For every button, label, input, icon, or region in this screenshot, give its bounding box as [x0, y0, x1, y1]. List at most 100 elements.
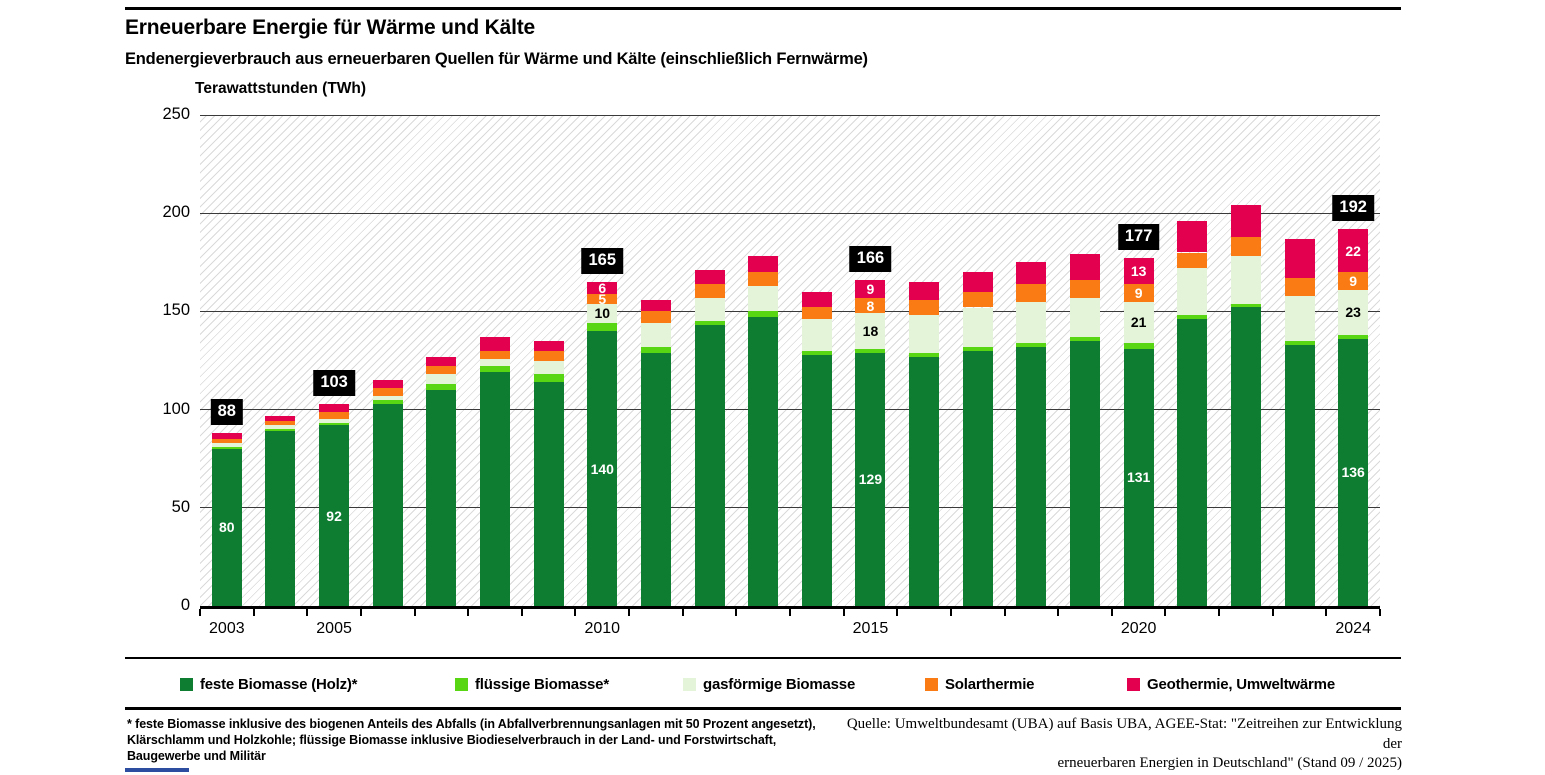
x-tick	[842, 609, 845, 616]
bar-2009-segment-2	[533, 360, 564, 375]
legend-divider-bottom	[125, 707, 1401, 710]
bar-2010-segment-2	[587, 303, 618, 324]
x-tick	[628, 609, 631, 616]
bar-2023-segment-1	[1284, 340, 1315, 345]
bar-2011-segment-1	[640, 346, 671, 353]
bar-2019-segment-0	[1070, 340, 1100, 606]
bar-2016-segment-3	[909, 299, 940, 316]
footnote-line: * feste Biomasse inklusive des biogenen …	[127, 717, 816, 731]
source-line: Quelle: Umweltbundesamt (UBA) auf Basis …	[846, 716, 1402, 752]
bar-2015-segment-3	[855, 297, 886, 314]
segment-label-2015-0: 129	[858, 471, 883, 488]
bar-2012-segment-0	[694, 325, 725, 606]
legend-swatch-fluessige-biomasse-icon	[455, 677, 468, 691]
bar-2018-segment-3	[1016, 283, 1047, 302]
top-divider-line	[125, 7, 1401, 10]
x-tick	[413, 609, 416, 616]
gridline-100	[200, 409, 1380, 411]
x-tick	[1057, 609, 1060, 616]
segment-label-2010-4: 6	[598, 279, 607, 296]
bar-2017-segment-1	[962, 346, 993, 351]
segment-label-2010-0: 140	[590, 460, 614, 477]
bar-2016-segment-0	[909, 356, 940, 606]
x-tick	[1325, 609, 1328, 616]
bar-2004-segment-1	[265, 429, 296, 432]
bar-2024-segment-1	[1338, 334, 1369, 339]
bar-2006-segment-3	[372, 388, 403, 396]
bar-2018-segment-1	[1016, 342, 1047, 347]
x-tick	[520, 609, 523, 616]
gridline-200	[200, 212, 1380, 214]
bar-2006-segment-4	[372, 380, 403, 388]
bar-2022-segment-1	[1230, 303, 1261, 308]
y-tick-label-200: 200	[162, 203, 190, 222]
bar-2010-segment-4	[587, 281, 618, 294]
gridline-50	[200, 507, 1380, 509]
segment-label-2005-0: 92	[326, 507, 342, 524]
x-tick	[252, 609, 255, 616]
bar-2013-segment-0	[748, 317, 779, 606]
y-tick-label-0: 0	[180, 596, 190, 614]
legend-divider-top	[125, 657, 1401, 659]
legend-swatch-solarthermie-icon	[925, 677, 938, 691]
y-axis-title: Terawattstunden (TWh)	[195, 80, 367, 97]
bar-2015-segment-2	[855, 313, 886, 349]
bar-2017-segment-0	[962, 350, 993, 606]
bar-2016-segment-2	[909, 315, 940, 353]
bar-2015-segment-0	[855, 352, 886, 606]
segment-label-2024-3: 9	[1349, 272, 1358, 289]
bar-2012-segment-1	[694, 321, 725, 326]
bar-2008-segment-1	[480, 366, 510, 373]
bar-2014-segment-2	[801, 319, 832, 351]
x-axis-label-2020: 2020	[1120, 620, 1157, 637]
bar-2019-segment-4	[1070, 254, 1100, 280]
y-tick-label-100: 100	[162, 399, 190, 418]
total-label-2020: 177	[1117, 224, 1160, 251]
bar-2022-segment-2	[1230, 256, 1261, 304]
bar-2017-segment-4	[962, 272, 993, 292]
bar-2003-segment-2	[211, 443, 242, 447]
legend-label: gasförmige Biomasse	[703, 675, 856, 693]
x-tick	[789, 609, 791, 616]
bar-2015-segment-1	[855, 348, 886, 353]
bar-2010-segment-3	[587, 293, 618, 304]
footnote: * feste Biomasse inklusive des biogenen …	[127, 716, 816, 764]
legend-label: feste Biomasse (Holz)*	[200, 675, 358, 693]
bar-2021-segment-0	[1177, 319, 1208, 606]
y-tick-label-50: 50	[171, 497, 190, 516]
bar-2008-segment-0	[480, 372, 510, 606]
x-tick	[1218, 609, 1221, 616]
x-tick	[896, 609, 899, 616]
x-tick	[574, 609, 577, 616]
bar-2021-segment-3	[1177, 252, 1208, 269]
bar-2005-segment-1	[319, 423, 350, 426]
footnote-line: Klärschlamm und Holzkohle; flüssige Biom…	[127, 733, 777, 747]
bar-2024-segment-4	[1338, 228, 1369, 273]
gridline-250	[200, 114, 1380, 116]
source-line: erneuerbaren Energien in Deutschland" (S…	[1057, 755, 1403, 771]
bar-2023-segment-0	[1284, 344, 1315, 606]
bar-2006-segment-0	[372, 403, 403, 606]
bar-2024-segment-0	[1338, 338, 1369, 606]
bar-2004-segment-0	[265, 431, 296, 606]
x-tick	[306, 609, 309, 616]
segment-label-2024-4: 22	[1345, 242, 1361, 259]
bar-2012-segment-3	[694, 283, 725, 298]
bar-2004-segment-4	[265, 415, 296, 422]
bar-2024-segment-2	[1338, 289, 1369, 335]
bar-2018-segment-4	[1016, 262, 1047, 284]
bar-2003-segment-4	[211, 433, 242, 440]
y-tick-label-150: 150	[162, 301, 190, 320]
bar-2013-segment-1	[748, 311, 779, 318]
x-axis-label-2024: 2024	[1335, 620, 1371, 637]
bar-2013-segment-3	[748, 272, 779, 286]
bar-2023-segment-3	[1284, 278, 1315, 296]
x-tick	[359, 609, 362, 616]
bar-2021-segment-1	[1177, 315, 1208, 320]
bar-2014-segment-3	[801, 307, 832, 320]
bar-2004-segment-3	[265, 421, 296, 426]
bar-2013-segment-2	[748, 285, 779, 312]
segment-label-2015-3: 8	[866, 297, 875, 314]
bar-2009-segment-3	[533, 350, 564, 361]
bar-2021-segment-4	[1177, 221, 1208, 253]
